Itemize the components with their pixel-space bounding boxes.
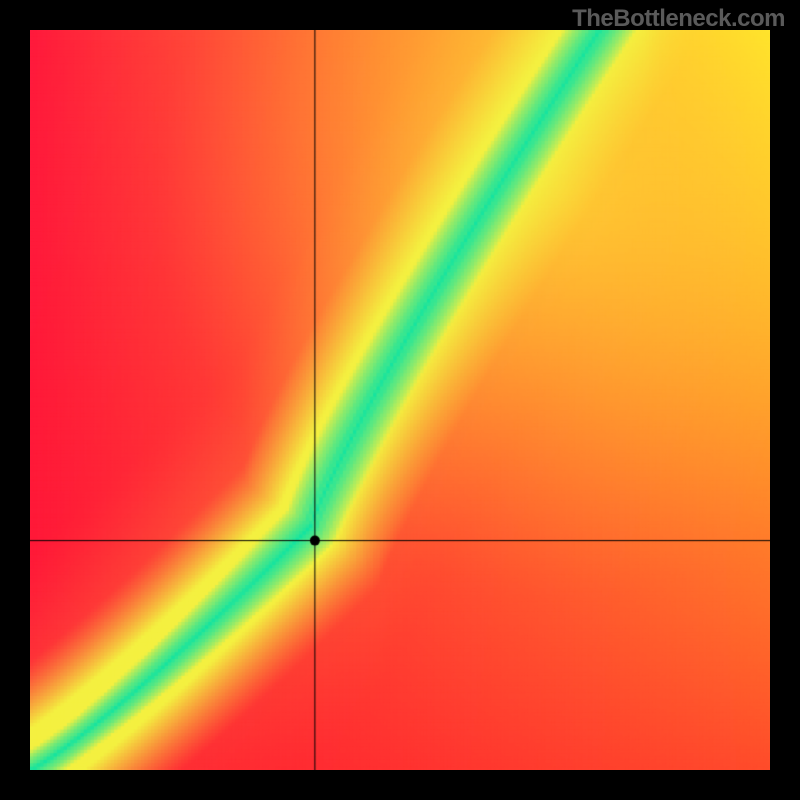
chart-container: TheBottleneck.com: [0, 0, 800, 800]
watermark-text: TheBottleneck.com: [572, 5, 785, 33]
heatmap-canvas: [30, 30, 770, 770]
